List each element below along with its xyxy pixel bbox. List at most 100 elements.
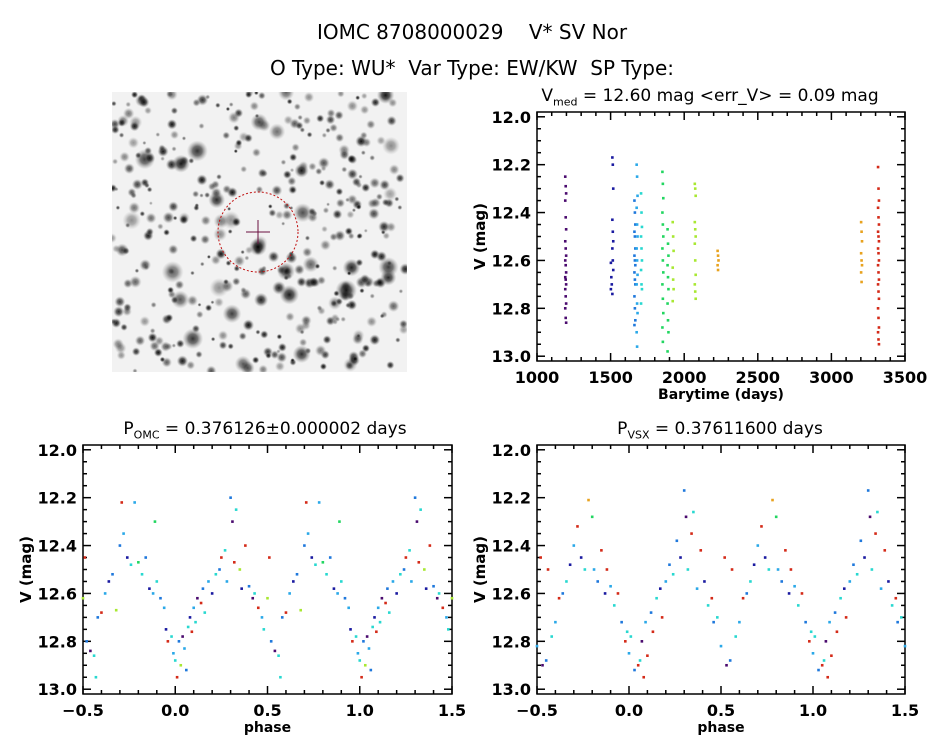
star [197, 302, 202, 307]
data-point [564, 283, 568, 286]
data-point [693, 259, 697, 262]
data-point [564, 302, 568, 305]
star [386, 360, 395, 370]
data-point [100, 611, 103, 614]
star [162, 211, 175, 224]
star [295, 121, 304, 130]
star [165, 313, 174, 322]
plot-axes: 1000 1500 2000 2500 3000 3500 12.0 12.2 12.4 12.6… [471, 108, 927, 403]
star [225, 106, 231, 112]
data-point [784, 549, 787, 552]
data-point [616, 592, 620, 595]
data-point [633, 278, 637, 281]
data-point [592, 568, 596, 571]
data-point [238, 568, 242, 571]
data-point [716, 263, 719, 267]
data-point [903, 644, 907, 648]
data-point [830, 654, 833, 657]
star [319, 362, 328, 371]
data-point [103, 592, 107, 595]
data-point [395, 592, 398, 595]
star [296, 276, 307, 288]
data-point [646, 654, 649, 657]
star [130, 92, 139, 99]
star [258, 364, 269, 372]
data-point [694, 273, 697, 277]
data-point [144, 556, 148, 559]
data-point [260, 616, 264, 619]
data-point [303, 544, 306, 547]
x-tick-label: 2500 [736, 368, 781, 387]
data-point [876, 283, 880, 286]
star [210, 336, 216, 342]
star [118, 132, 125, 138]
star [340, 316, 347, 323]
star [226, 186, 238, 198]
data-point [162, 606, 166, 610]
data-point [244, 544, 247, 547]
data-point [667, 330, 670, 334]
star [257, 92, 266, 100]
plot-axes: −0.5 0.0 0.5 1.0 1.5 12.0 12.2 12.4 12.6 12.8 13.0… [471, 441, 919, 736]
star [358, 349, 368, 359]
data-point [603, 592, 607, 595]
star [369, 177, 381, 189]
star [139, 315, 151, 327]
data-point [695, 587, 699, 590]
star [383, 186, 398, 202]
data-point [587, 498, 590, 502]
data-point [611, 156, 614, 159]
star [188, 157, 195, 164]
star [363, 228, 368, 233]
data-point [314, 563, 317, 567]
data-point [576, 525, 579, 528]
data-point [644, 620, 647, 624]
data-point [563, 287, 567, 291]
star [172, 215, 178, 221]
data-point [423, 568, 426, 571]
star [346, 210, 355, 219]
star [334, 230, 346, 242]
data-point [693, 220, 697, 224]
data-point [280, 616, 284, 619]
data-point [386, 587, 389, 590]
data-point [181, 635, 184, 638]
star [306, 131, 313, 138]
star [127, 136, 140, 149]
star [178, 212, 191, 224]
star [294, 163, 309, 178]
data-point [564, 263, 568, 267]
data-point [876, 230, 880, 234]
data-point [666, 350, 669, 353]
data-point [634, 247, 637, 250]
star [381, 136, 401, 155]
data-point [611, 259, 615, 262]
data-point [734, 635, 738, 638]
data-point [360, 675, 363, 679]
star [112, 158, 119, 165]
data-point [633, 323, 636, 327]
data-point [413, 496, 417, 499]
data-point [218, 568, 221, 571]
data-point [564, 216, 568, 219]
star [112, 318, 117, 325]
data-point [682, 489, 686, 492]
data-point [356, 651, 360, 655]
data-point [148, 587, 151, 590]
data-point [179, 663, 183, 667]
data-point [860, 259, 863, 262]
star [228, 102, 234, 108]
data-point [745, 592, 749, 595]
data-point [842, 587, 846, 590]
star [316, 275, 326, 285]
star [381, 198, 390, 207]
data-point [232, 561, 236, 564]
star [276, 351, 288, 363]
data-point [266, 596, 269, 600]
data-point [369, 668, 373, 672]
data-point [408, 549, 411, 552]
title-main: P [123, 419, 134, 439]
star [182, 328, 204, 350]
data-point [633, 295, 636, 298]
data-point [767, 568, 771, 571]
